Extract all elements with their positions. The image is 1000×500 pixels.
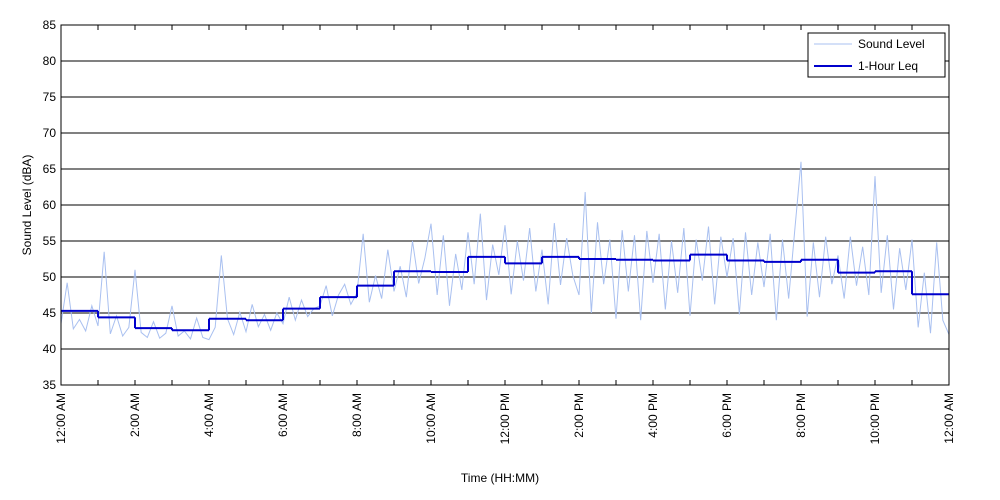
x-tick-label: 12:00 AM [54,393,68,444]
plot-frame [60,24,950,386]
y-tick-label: 60 [43,198,57,212]
x-tick-label: 4:00 AM [202,393,216,437]
y-tick-label: 45 [43,306,57,320]
x-tick-label: 10:00 AM [424,393,438,444]
x-tick-label: 2:00 AM [128,393,142,437]
x-axis-label: Time (HH:MM) [461,471,539,485]
x-tick-label: 10:00 PM [868,393,882,444]
y-tick-label: 50 [43,270,57,284]
y-tick-label: 55 [43,234,57,248]
x-tick-label: 8:00 PM [794,393,808,438]
y-tick-label: 75 [43,90,57,104]
legend-box [807,32,946,78]
y-tick-label: 35 [43,378,57,392]
y-tick-label: 40 [43,342,57,356]
x-tick-label: 2:00 PM [572,393,586,438]
x-tick-label: 4:00 PM [646,393,660,438]
y-tick-label: 85 [43,18,57,32]
sound-level-line [60,161,950,341]
y-tick-label: 80 [43,54,57,68]
legend-label: 1-Hour Leq [858,59,918,73]
x-tick-label: 12:00 PM [498,393,512,444]
y-tick-label: 65 [43,162,57,176]
x-tick-label: 8:00 AM [350,393,364,437]
y-tick-label: 70 [43,126,57,140]
x-tick-label: 6:00 PM [720,393,734,438]
x-tick-label: 6:00 AM [276,393,290,437]
x-tick-label: 12:00 AM [942,393,956,444]
legend-label: Sound Level [858,37,925,51]
y-axis-label: Sound Level (dBA) [20,155,34,256]
